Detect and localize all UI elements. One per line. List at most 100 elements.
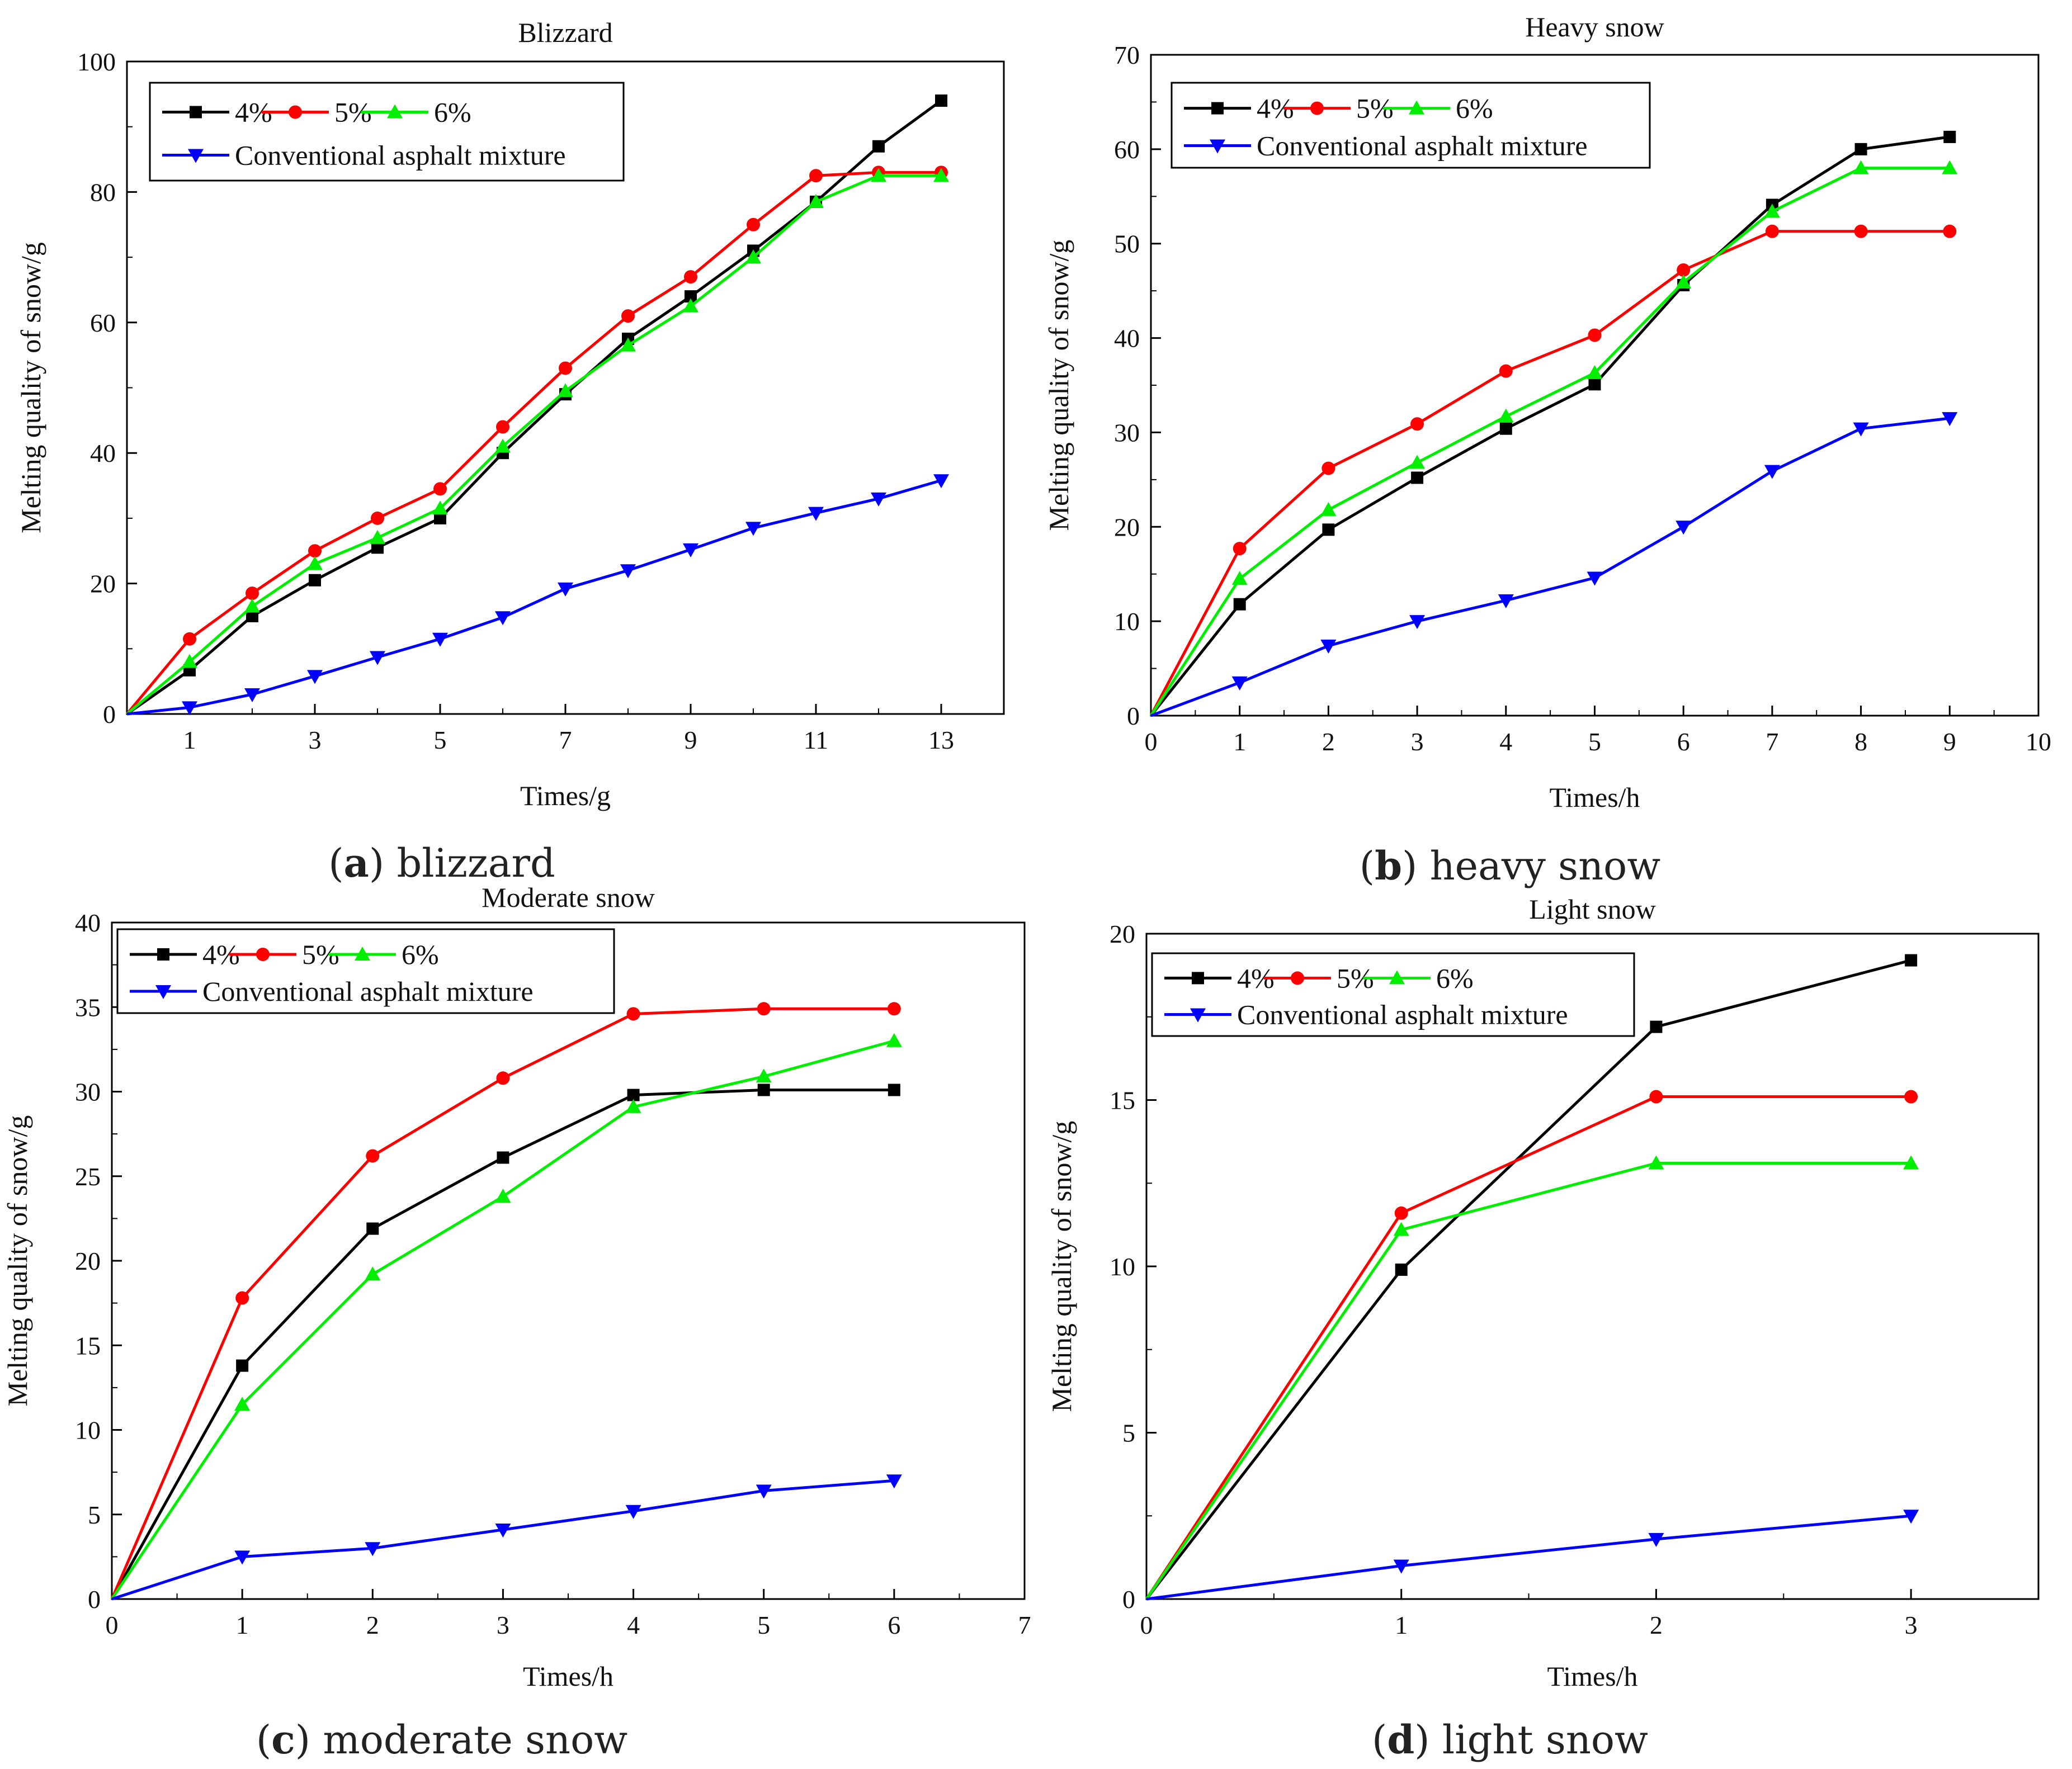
x-tick-label: 6 (1677, 727, 1690, 756)
legend-marker (1192, 972, 1204, 985)
data-point (1942, 412, 1958, 427)
data-point (625, 1505, 641, 1519)
series-line (110, 1088, 894, 1600)
legend-marker (1389, 970, 1405, 985)
data-point (886, 1033, 902, 1047)
legend-marker (157, 948, 169, 961)
y-tick-label: 30 (1114, 418, 1140, 447)
x-tick-label: 0 (1145, 727, 1158, 756)
data-point (244, 688, 260, 702)
y-tick-label: 40 (75, 909, 101, 937)
y-tick-label: 10 (75, 1416, 101, 1445)
legend-label: Conventional asphalt mixture (1257, 130, 1588, 161)
data-point (808, 507, 824, 521)
series-line (111, 1479, 895, 1601)
y-tick-label: 0 (88, 1585, 101, 1614)
y-tick-label: 0 (103, 700, 116, 729)
data-point (183, 632, 196, 646)
y-tick-label: 60 (1114, 135, 1140, 164)
caption-text: light snow (1442, 1717, 1648, 1763)
y-tick-label: 5 (1122, 1419, 1135, 1448)
legend-marker (1409, 100, 1424, 115)
series-line (1150, 417, 1950, 717)
x-tick-label: 5 (757, 1611, 770, 1639)
data-point (433, 482, 447, 496)
legend-entry: 6% (1363, 962, 1474, 994)
y-tick-label: 20 (1110, 920, 1135, 948)
series-1 (110, 1002, 901, 1600)
data-point (432, 632, 448, 647)
series-line (110, 1039, 895, 1600)
x-tick-label: 7 (1766, 727, 1778, 756)
data-point (558, 383, 573, 398)
data-point (1904, 1090, 1918, 1104)
legend-entry: Conventional asphalt mixture (1164, 999, 1568, 1030)
panel-caption: (b) heavy snow (1359, 843, 1661, 889)
series-line (1146, 1514, 1911, 1601)
y-tick-label: 100 (77, 48, 116, 76)
data-point (933, 474, 949, 489)
legend-entry: Conventional asphalt mixture (130, 976, 534, 1007)
data-point (432, 500, 448, 515)
x-axis-label: Times/h (1549, 782, 1640, 813)
legend-box (116, 928, 615, 1014)
y-tick-label: 5 (88, 1501, 101, 1529)
data-point (246, 586, 259, 600)
x-tick-label: 5 (1588, 727, 1601, 756)
data-point (496, 420, 509, 434)
chart-light: Light snow 0 1 2 3 0 5 10 15 20 Times/h Melting qua… (1046, 893, 2040, 1692)
data-point (495, 1189, 511, 1203)
series-2 (1149, 160, 1958, 717)
series-3 (126, 474, 949, 716)
data-point (234, 1397, 251, 1411)
x-tick-label: 3 (1411, 727, 1424, 756)
data-point (307, 670, 323, 684)
series-0 (1150, 130, 1956, 717)
data-point (365, 1542, 381, 1557)
legend-entry: Conventional asphalt mixture (162, 140, 566, 171)
series-line (126, 174, 941, 715)
data-point (627, 1089, 640, 1101)
caption-letter: d (1387, 1716, 1415, 1763)
data-point (1587, 571, 1603, 586)
data-point (683, 543, 698, 557)
data-point (309, 574, 321, 586)
data-point (620, 564, 636, 579)
panel-caption: (d) light snow (1372, 1716, 1648, 1763)
y-axis-label: Melting quality of snow/g (1043, 240, 1074, 531)
legend-entry: 4% (130, 939, 240, 970)
data-point (625, 1099, 641, 1113)
x-tick-label: 9 (1943, 727, 1956, 756)
legend-marker (1291, 971, 1304, 985)
data-point (244, 598, 260, 613)
series-3 (1150, 412, 1958, 717)
x-tick-label: 7 (559, 726, 572, 754)
legend: 4% 5% 6%Conventional asphalt mixture (1170, 82, 1651, 169)
legend-entry: 4% (1164, 962, 1275, 994)
series-2 (1145, 1155, 1919, 1600)
legend-label: 6% (434, 97, 471, 128)
caption-text: blizzard (397, 840, 555, 886)
x-tick-label: 2 (366, 1611, 379, 1639)
chart-title: Heavy snow (1525, 11, 1664, 42)
data-point (1321, 461, 1335, 475)
x-tick-label: 10 (2026, 727, 2051, 756)
chart-title: Blizzard (518, 17, 612, 48)
legend-entry: 6% (329, 939, 439, 970)
legend-label: Conventional asphalt mixture (235, 140, 566, 171)
y-tick-label: 20 (1114, 513, 1140, 541)
legend: 4% 5% 6%Conventional asphalt mixture (149, 82, 625, 182)
series-1 (1149, 224, 1957, 717)
series-1 (126, 165, 948, 715)
legend-marker (387, 104, 403, 119)
data-point (1233, 542, 1247, 556)
data-point (308, 544, 322, 558)
legend-entry: 6% (361, 97, 471, 128)
y-tick-label: 15 (1110, 1086, 1135, 1115)
legend-marker (1190, 1008, 1206, 1023)
data-point (182, 701, 197, 716)
x-tick-label: 4 (627, 1611, 640, 1639)
x-axis-label: Times/h (523, 1661, 613, 1692)
data-point (757, 1002, 771, 1016)
data-point (1764, 465, 1780, 479)
